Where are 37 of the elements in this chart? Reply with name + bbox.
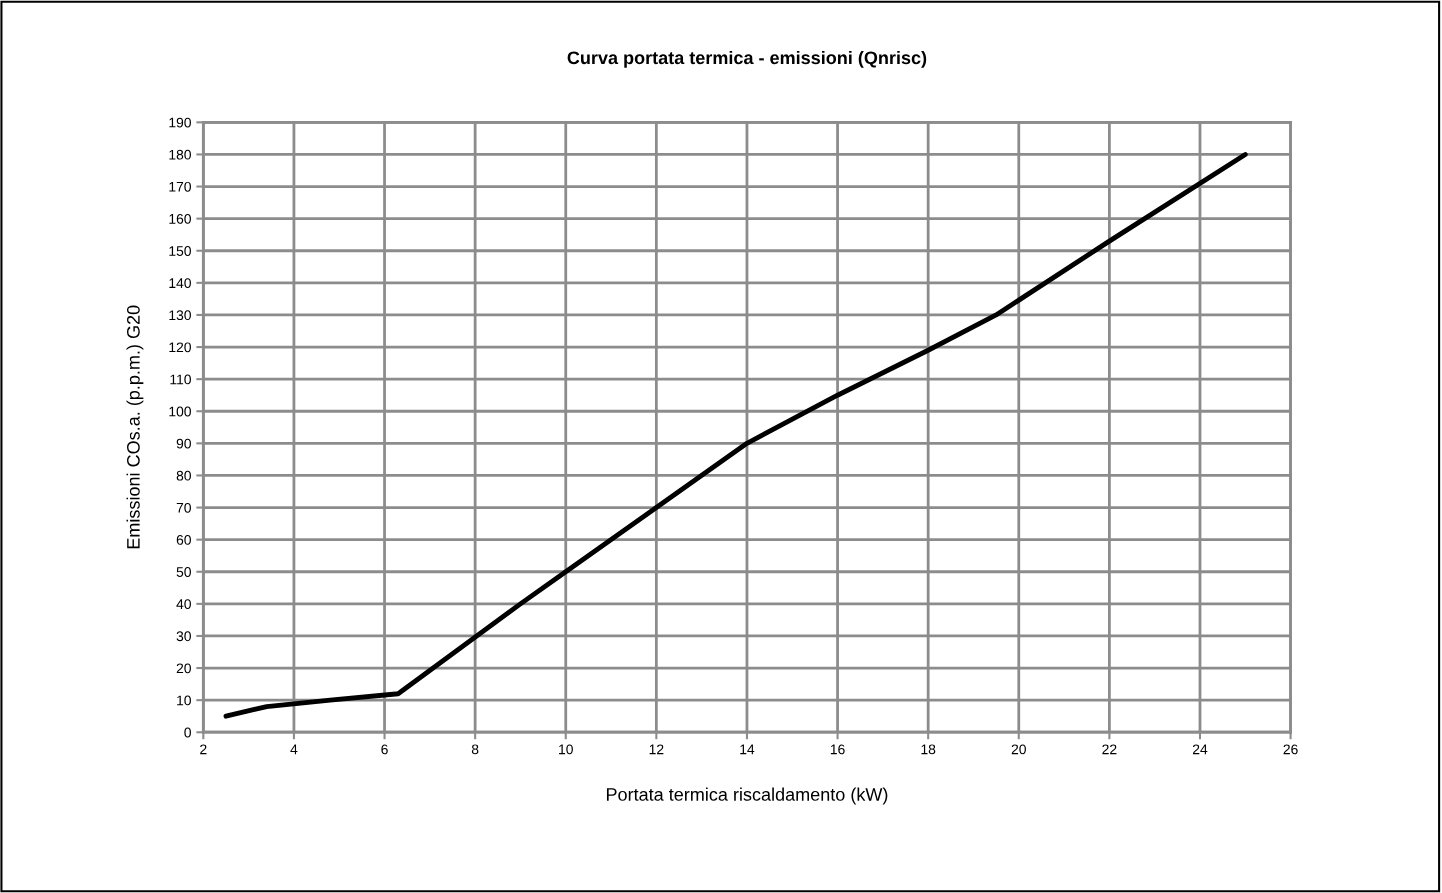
x-tick-label: 22	[1102, 744, 1117, 755]
x-tick-label: 24	[1192, 744, 1208, 755]
y-tick-label: 50	[176, 567, 191, 577]
x-tick-label: 6	[381, 744, 388, 755]
y-tick-label: 30	[176, 631, 191, 642]
x-tick-label: 8	[471, 744, 479, 755]
x-tick-label: 10	[559, 744, 573, 755]
y-tick-label: 110	[170, 374, 191, 385]
y-axis-title: Emissioni COs.a. (p.p.m.) G20	[126, 305, 144, 549]
x-tick-label: 14	[740, 744, 755, 755]
line-series	[223, 152, 1248, 719]
x-tick-label: 12	[649, 744, 664, 755]
x-tick-label: 16	[830, 744, 845, 755]
y-tick-label: 100	[169, 406, 191, 417]
x-tick-label: 4	[290, 744, 298, 755]
y-tick-label: 70	[176, 502, 191, 513]
y-tick-label: 180	[169, 149, 191, 160]
x-axis-title: Portata termica riscaldamento (kW)	[606, 787, 888, 805]
x-tick-label: 26	[1283, 744, 1298, 755]
chart-title: Curva portata termica - emissioni (Qnrisc)	[567, 50, 927, 68]
y-tick-label: 170	[169, 181, 191, 192]
y-tick-label: 190	[169, 117, 191, 128]
y-tick-label: 10	[177, 695, 191, 706]
y-tick-label: 0	[184, 727, 191, 738]
y-tick-label: 40	[176, 599, 191, 610]
y-tick-label: 80	[176, 470, 191, 481]
y-tick-label: 140	[169, 278, 191, 289]
x-tick-label: 18	[921, 744, 936, 755]
y-tick-label: 130	[169, 310, 191, 321]
y-tick-label: 90	[176, 438, 191, 449]
y-tick-label: 160	[169, 213, 191, 224]
x-tick-label: 20	[1011, 744, 1026, 755]
y-tick-label: 120	[169, 342, 191, 353]
y-tick-label: 20	[176, 663, 191, 674]
x-tick-label: 2	[200, 744, 207, 755]
y-tick-label: 60	[176, 534, 191, 545]
y-tick-label: 150	[169, 246, 191, 256]
